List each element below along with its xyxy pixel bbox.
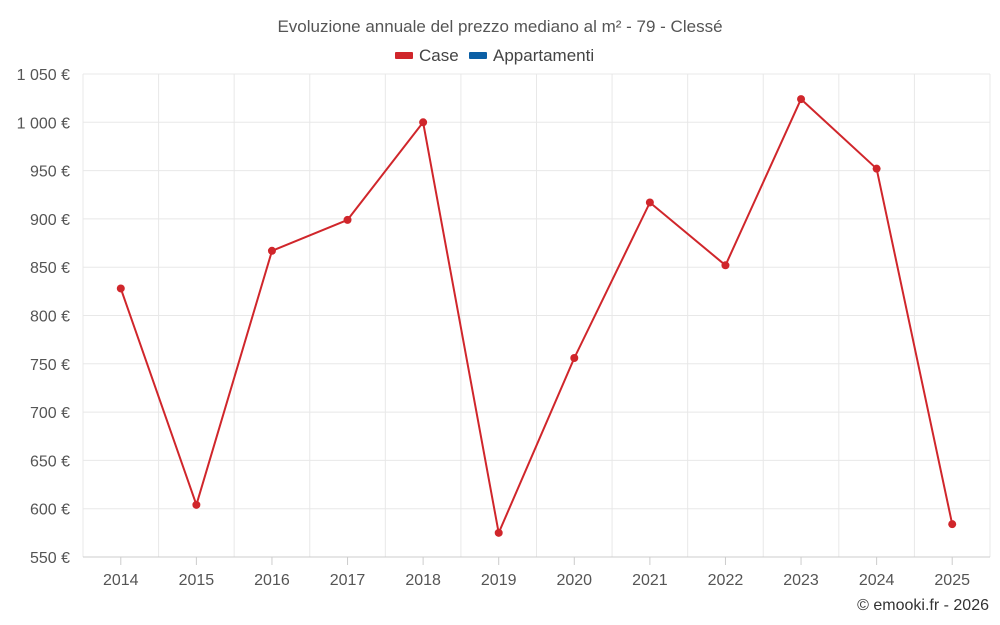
x-tick-label: 2017 <box>330 572 366 589</box>
series-layer <box>116 95 957 537</box>
y-tick-label: 950 € <box>30 164 70 181</box>
x-tick-label: 2016 <box>254 572 290 589</box>
data-point[interactable] <box>267 246 276 255</box>
data-point[interactable] <box>116 284 125 293</box>
series-line-case <box>119 98 954 534</box>
data-point[interactable] <box>721 261 730 270</box>
data-point[interactable] <box>192 500 201 509</box>
data-point[interactable] <box>494 528 503 537</box>
x-tick-label: 2021 <box>632 572 668 589</box>
data-point[interactable] <box>797 95 806 104</box>
legend-label-case[interactable]: Case <box>419 46 459 65</box>
y-tick-label: 1 050 € <box>17 67 70 84</box>
x-tick-label: 2014 <box>103 572 139 589</box>
x-tick-label: 2025 <box>934 572 970 589</box>
x-tick-label: 2020 <box>556 572 592 589</box>
x-axis: 2014 2015 2016 2017 2018 2019 2020 2021 2022 2023… <box>83 556 990 589</box>
legend-swatch-appartamenti[interactable] <box>469 52 487 59</box>
x-tick-label: 2024 <box>859 572 895 589</box>
y-tick-label: 850 € <box>30 260 70 277</box>
y-tick-label: 700 € <box>30 405 70 422</box>
chart-title: Evoluzione annuale del prezzo mediano al… <box>277 17 722 36</box>
x-tick-label: 2023 <box>783 572 819 589</box>
y-tick-label: 750 € <box>30 357 70 374</box>
y-tick-label: 900 € <box>30 212 70 229</box>
x-tick-label: 2018 <box>405 572 441 589</box>
y-tick-label: 800 € <box>30 309 70 326</box>
x-tick-label: 2019 <box>481 572 517 589</box>
x-tick-label: 2015 <box>179 572 215 589</box>
data-point[interactable] <box>343 215 352 224</box>
legend-swatch-case[interactable] <box>395 52 413 59</box>
data-point[interactable] <box>948 520 957 529</box>
y-tick-label: 1 000 € <box>17 115 70 132</box>
y-tick-label: 550 € <box>30 550 70 567</box>
data-point[interactable] <box>645 198 654 207</box>
y-tick-label: 600 € <box>30 502 70 519</box>
x-tick-label: 2022 <box>708 572 744 589</box>
grid <box>82 73 991 557</box>
y-tick-label: 650 € <box>30 453 70 470</box>
y-axis: 550 € 600 € 650 € 700 € 750 € 800 € 850 € 900 €… <box>17 67 70 567</box>
legend: Case Appartamenti <box>395 46 594 65</box>
credit-text: © emooki.fr - 2026 <box>857 597 989 614</box>
data-point[interactable] <box>419 118 428 127</box>
legend-label-appartamenti[interactable]: Appartamenti <box>493 46 594 65</box>
data-point[interactable] <box>570 354 579 363</box>
data-point[interactable] <box>872 164 881 173</box>
